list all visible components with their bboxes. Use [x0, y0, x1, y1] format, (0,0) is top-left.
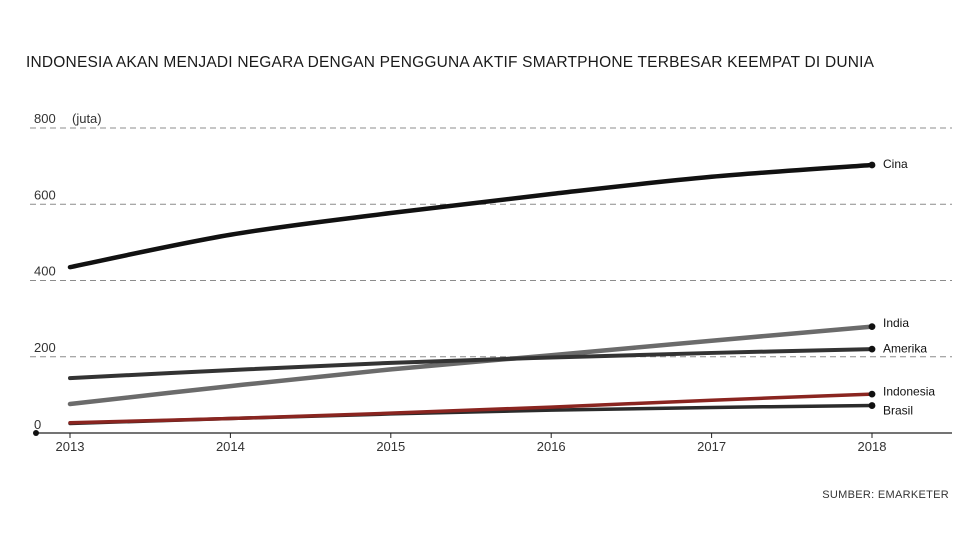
x-tick-label-2013: 2013 [56, 439, 85, 454]
x-tick-label-2016: 2016 [537, 439, 566, 454]
y-tick-label-600: 600 [34, 187, 56, 202]
chart-title: INDONESIA AKAN MENJADI NEGARA DENGAN PEN… [26, 54, 875, 71]
axis-layer: 0 200 400 600 800 (juta) 2013 2014 2015 2016 2017 2… [33, 111, 952, 454]
y-tick-label-0: 0 [34, 417, 41, 432]
series-label-cina: Cina [883, 157, 908, 171]
series-endpoint-brasil [868, 402, 876, 409]
series-endpoint-indonesia [868, 390, 876, 398]
axis-origin-dot [33, 430, 39, 436]
y-axis-label: (juta) [72, 111, 102, 126]
series-line-cina [67, 162, 875, 270]
series-label-layer: Cina India Amerika Indonesia Brasil [883, 157, 935, 418]
x-tick-label-2014: 2014 [216, 439, 245, 454]
grid-layer [30, 127, 952, 358]
x-tick-label-2017: 2017 [697, 439, 726, 454]
series-endpoint-cina [868, 161, 876, 169]
series-line-indonesia [68, 392, 874, 425]
series-endpoint-india [868, 323, 876, 331]
y-tick-label-200: 200 [34, 340, 56, 355]
x-tick-label-2015: 2015 [376, 439, 405, 454]
series-label-amerika: Amerika [883, 341, 927, 355]
series-endpoint-amerika [868, 345, 876, 353]
source-note: SUMBER: EMARKETER [822, 489, 949, 501]
series-label-indonesia: Indonesia [883, 384, 935, 398]
series-label-brasil: Brasil [883, 404, 913, 418]
y-tick-label-400: 400 [34, 264, 56, 279]
series-layer [67, 161, 876, 426]
series-label-india: India [883, 316, 909, 330]
series-line-india [67, 324, 875, 407]
y-tick-label-800: 800 [34, 111, 56, 126]
x-tick-label-2018: 2018 [858, 439, 887, 454]
series-line-amerika [68, 347, 874, 381]
